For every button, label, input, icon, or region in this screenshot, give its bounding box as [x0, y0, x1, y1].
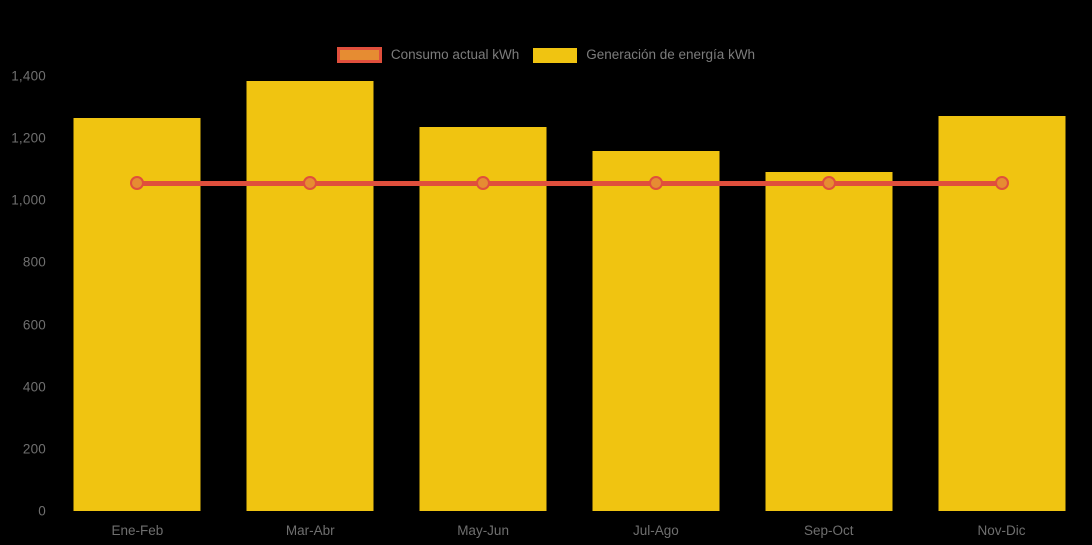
- y-axis-label: 200: [22, 441, 46, 457]
- category-slot: Nov-Dic: [915, 76, 1088, 538]
- x-axis-label: May-Jun: [457, 523, 509, 538]
- category-slot: Ene-Feb: [51, 76, 224, 538]
- legend-item-consumo[interactable]: Consumo actual kWh: [336, 47, 520, 63]
- line-marker[interactable]: [821, 176, 836, 191]
- legend-label-consumo: Consumo actual kWh: [390, 47, 520, 62]
- y-axis-label: 1,000: [11, 192, 46, 208]
- line-marker[interactable]: [130, 176, 145, 191]
- legend-label-generacion: Generación de energía kWh: [586, 47, 756, 62]
- bar[interactable]: [246, 80, 374, 511]
- plot-area: Ene-Feb Mar-Abr May-Jun Jul-Ago Sep-Oct Nov-D…: [51, 76, 1088, 538]
- y-axis-label: 1,400: [11, 68, 46, 84]
- consumo-line-swatch-icon: [336, 47, 382, 63]
- bar-slots: Ene-Feb Mar-Abr May-Jun Jul-Ago Sep-Oct Nov-D…: [51, 76, 1088, 538]
- y-axis-label: 400: [22, 379, 46, 395]
- line-marker[interactable]: [476, 176, 491, 191]
- line-marker[interactable]: [303, 176, 318, 191]
- category-slot: Mar-Abr: [224, 76, 397, 538]
- bar[interactable]: [765, 172, 893, 511]
- y-axis: 0 200 400 600 800 1,000 1,200 1,400: [0, 0, 46, 545]
- category-slot: May-Jun: [397, 76, 570, 538]
- line-marker[interactable]: [994, 176, 1009, 191]
- y-axis-label: 1,200: [11, 130, 46, 146]
- x-axis-label: Jul-Ago: [633, 523, 679, 538]
- category-slot: Jul-Ago: [569, 76, 742, 538]
- bar[interactable]: [592, 150, 720, 511]
- bar[interactable]: [419, 127, 547, 511]
- line-marker[interactable]: [648, 176, 663, 191]
- y-axis-label: 800: [22, 254, 46, 270]
- x-axis-label: Mar-Abr: [285, 523, 335, 538]
- generacion-bar-swatch-icon: [533, 47, 578, 63]
- category-slot: Sep-Oct: [742, 76, 915, 538]
- x-axis-label: Ene-Feb: [111, 523, 164, 538]
- legend: Consumo actual kWh Generación de energía…: [0, 47, 1092, 63]
- legend-item-generacion[interactable]: Generación de energía kWh: [533, 47, 755, 63]
- y-axis-label: 0: [38, 503, 46, 519]
- y-axis-label: 600: [22, 317, 46, 333]
- x-axis-label: Sep-Oct: [803, 523, 854, 538]
- x-axis-label: Nov-Dic: [977, 523, 1026, 538]
